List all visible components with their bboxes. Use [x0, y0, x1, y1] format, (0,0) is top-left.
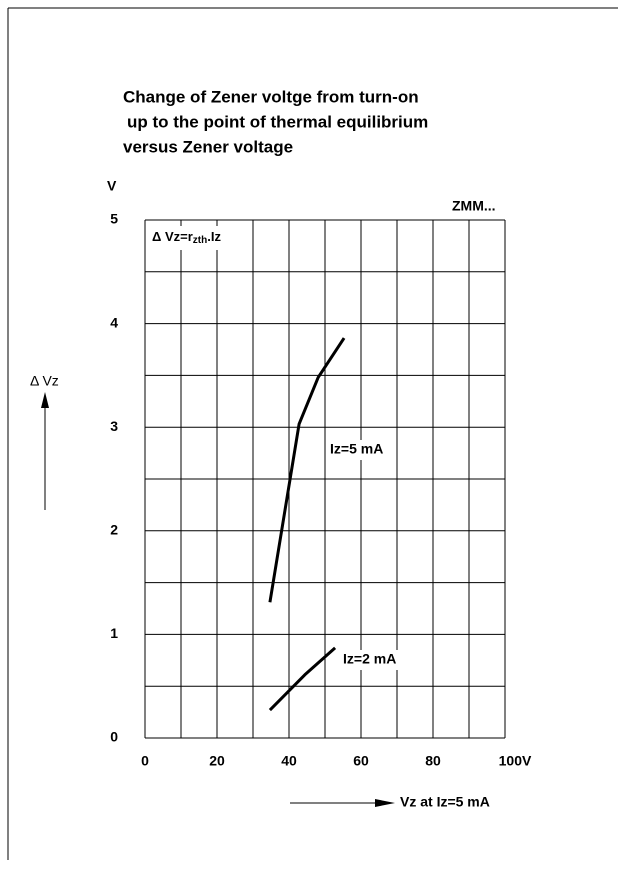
- y-unit: V: [107, 178, 117, 194]
- label-bg: [341, 650, 399, 670]
- y-axis-label: Δ Vz: [30, 373, 59, 389]
- series-label: Iz=2 mA: [343, 651, 396, 667]
- label-bg: [328, 440, 386, 460]
- series-line: [268, 646, 337, 712]
- y-tick-label: 4: [110, 314, 118, 330]
- formula-part: zth: [193, 235, 207, 246]
- y-tick-label: 0: [110, 729, 118, 745]
- x-tick-label: 100V: [499, 753, 532, 769]
- x-tick-label: 20: [209, 753, 225, 769]
- y-arrow-head: [41, 392, 49, 408]
- formula-part: .Iz: [207, 229, 221, 244]
- x-tick-label: 40: [281, 753, 297, 769]
- chart-title: up to the point of thermal equilibrium: [127, 112, 428, 131]
- formula: Δ Vz=rzth.Iz: [152, 229, 221, 245]
- chart-title: versus Zener voltage: [123, 137, 293, 156]
- x-tick-label: 0: [141, 753, 149, 769]
- y-tick-label: 2: [110, 522, 118, 538]
- y-tick-label: 5: [110, 211, 118, 227]
- x-tick-label: 80: [425, 753, 441, 769]
- series-line: [268, 337, 346, 603]
- formula-part: Δ Vz=r: [152, 229, 193, 244]
- device-label: ZMM...: [452, 198, 496, 214]
- series-label: Iz=5 mA: [330, 441, 383, 457]
- x-arrow-head: [375, 799, 395, 807]
- annotation-bg: [148, 226, 246, 250]
- x-axis-label: Vz at Iz=5 mA: [400, 794, 490, 810]
- chart-title: Change of Zener voltge from turn-on: [123, 87, 419, 106]
- x-tick-label: 60: [353, 753, 369, 769]
- y-tick-label: 1: [110, 625, 118, 641]
- y-tick-label: 3: [110, 418, 118, 434]
